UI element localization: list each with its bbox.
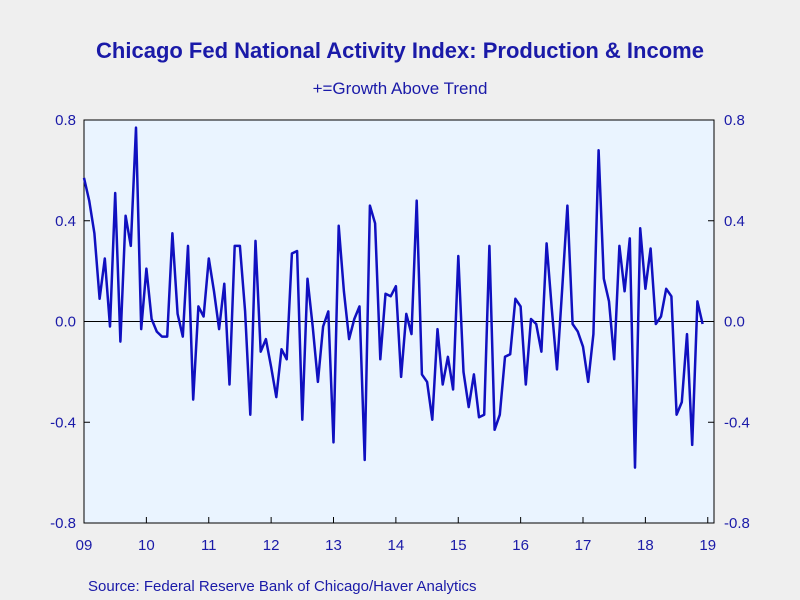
x-tick-label: 17 — [575, 537, 592, 554]
y-tick-label-left: 0.8 — [55, 112, 76, 129]
x-tick-label: 12 — [263, 537, 280, 554]
x-tick-label: 16 — [512, 537, 529, 554]
x-tick-label: 11 — [201, 537, 217, 554]
chart-title: Chicago Fed National Activity Index: Pro… — [96, 38, 704, 63]
y-tick-label-right: 0.4 — [724, 213, 745, 230]
x-tick-label: 09 — [76, 537, 93, 554]
y-tick-label-left: 0.0 — [55, 314, 76, 331]
chart-subtitle: +=Growth Above Trend — [312, 79, 488, 98]
y-tick-label-right: -0.8 — [724, 515, 750, 532]
y-tick-label-right: 0.8 — [724, 112, 745, 129]
x-tick-label: 14 — [388, 537, 405, 554]
y-tick-label-left: -0.8 — [50, 515, 76, 532]
x-tick-label: 19 — [699, 537, 716, 554]
y-tick-label-right: -0.4 — [724, 414, 750, 431]
y-tick-label-left: -0.4 — [50, 414, 76, 431]
series-line — [82, 126, 704, 469]
axes: 0.8 0.80.4 0.40.0 0.0-0.4 -0.4-0.8 -0.809 10 11… — [50, 112, 750, 554]
y-tick-label-left: 0.4 — [55, 213, 76, 230]
x-tick-label: 15 — [450, 537, 467, 554]
y-tick-label-right: 0.0 — [724, 314, 745, 331]
x-tick-label: 13 — [325, 537, 342, 554]
x-tick-label: 10 — [138, 537, 155, 554]
source-note: Source: Federal Reserve Bank of Chicago/… — [88, 578, 477, 595]
x-tick-label: 18 — [637, 537, 654, 554]
